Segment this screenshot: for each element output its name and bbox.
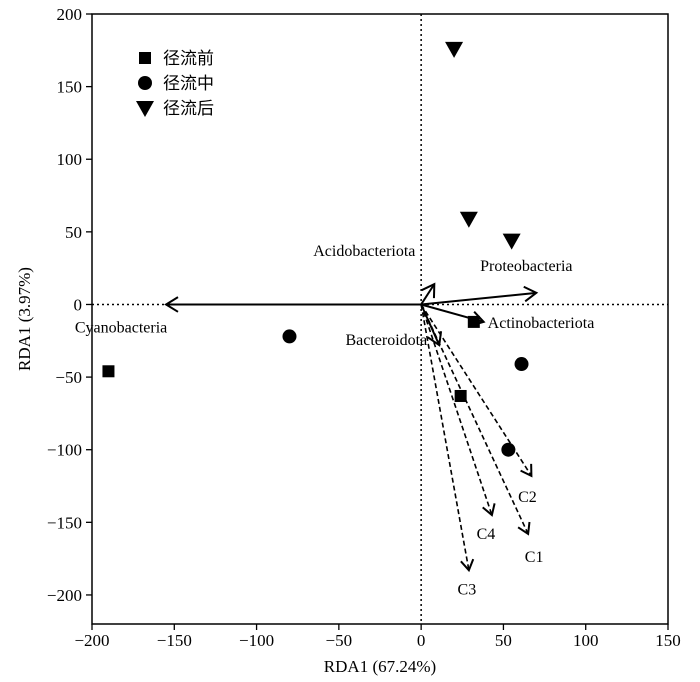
- x-tick-label: 50: [495, 631, 512, 650]
- data-point-circle-2: [514, 357, 529, 372]
- data-point-triangle-down-3: [502, 233, 521, 250]
- x-tick-label: −50: [326, 631, 353, 650]
- y-tick-label: 150: [57, 78, 83, 97]
- species-arrowhead-cyanobacteria: [164, 296, 179, 313]
- y-tick-label: 100: [57, 150, 83, 169]
- data-point-circle-1: [282, 329, 297, 344]
- y-tick-label: −150: [47, 513, 82, 532]
- data-point-square-3: [467, 315, 480, 328]
- legend-marker-square: [139, 52, 151, 64]
- species-arrowhead-proteobacteria: [523, 285, 539, 303]
- env-arrowhead-c2: [520, 463, 533, 478]
- y-tick-label: 0: [74, 295, 83, 314]
- x-tick-label: 150: [655, 631, 681, 650]
- legend-marker-triangle-down: [136, 101, 154, 117]
- species-arrow-proteobacteria: [421, 291, 537, 306]
- plot-area: −200 −150 −100 −50 0 50 100 150 −200 −150 −100 −50 0…: [47, 5, 681, 650]
- data-point-square-2: [454, 389, 467, 402]
- species-arrowhead-acidobacteriota: [421, 282, 436, 299]
- env-arrowhead-c3: [460, 558, 475, 573]
- x-tick-label: −150: [157, 631, 192, 650]
- data-point-square-1: [102, 365, 115, 378]
- species-label-acidobacteriota: Acidobacteriota: [313, 243, 415, 260]
- y-axis-title: RDA1 (3.97%): [15, 267, 34, 371]
- legend-label-3: 径流后: [163, 99, 214, 119]
- data-point-triangle-down-2: [459, 211, 478, 228]
- species-arrow-acidobacteriota: [420, 283, 436, 306]
- y-tick-label: −100: [47, 441, 82, 460]
- x-tick-label: 0: [417, 631, 426, 650]
- species-arrowhead-bacteroidota: [427, 331, 443, 347]
- species-label-actinobacteriota: Actinobacteriota: [488, 315, 595, 332]
- env-label-c3: C3: [458, 581, 477, 598]
- legend-label-2: 径流中: [163, 74, 214, 94]
- data-point-triangle-down-1: [445, 41, 464, 58]
- species-label-cyanobacteria: Cyanobacteria: [75, 319, 167, 336]
- env-arrow-c4: [420, 304, 493, 516]
- x-tick-label: −100: [239, 631, 274, 650]
- data-point-circle-3: [501, 442, 516, 457]
- legend-label-1: 径流前: [163, 49, 214, 69]
- env-arrowhead-c1: [517, 521, 531, 536]
- x-tick-label: −200: [74, 631, 109, 650]
- species-label-proteobacteria: Proteobacteria: [480, 258, 572, 275]
- legend-marker-circle: [138, 76, 152, 90]
- y-tick-label: 50: [65, 223, 82, 242]
- y-tick-label: 200: [57, 5, 83, 24]
- x-axis-title: RDA1 (67.24%): [324, 657, 436, 676]
- species-label-bacteroidota: Bacteroidota: [345, 332, 427, 349]
- env-label-c2: C2: [518, 489, 537, 506]
- env-label-c1: C1: [525, 549, 544, 566]
- y-tick-label: −200: [47, 586, 82, 605]
- env-arrow-c3: [420, 304, 470, 571]
- plot-frame: [91, 13, 669, 625]
- env-arrowhead-c4: [482, 503, 496, 517]
- x-tick-label: 100: [573, 631, 599, 650]
- species-arrow-bacteroidota: [420, 304, 441, 346]
- y-tick-label: −50: [55, 368, 82, 387]
- env-label-c4: C4: [477, 526, 496, 543]
